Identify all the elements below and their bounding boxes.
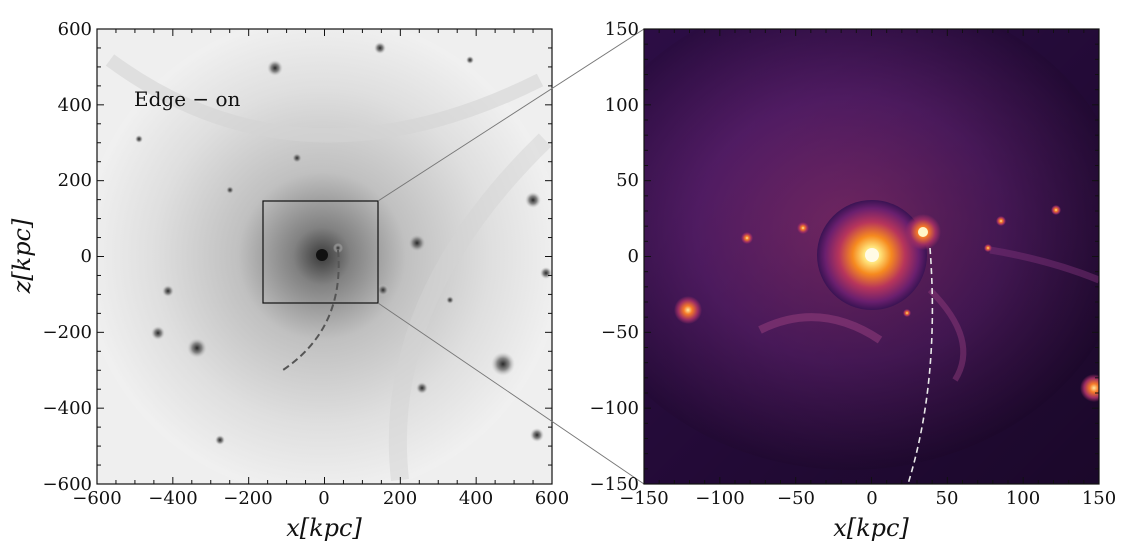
right-y-tick-label: 150 bbox=[605, 19, 639, 40]
right-y-tick-label: 0 bbox=[628, 246, 639, 267]
right-y-tick-label: 100 bbox=[605, 95, 639, 116]
right-x-tick-label: 50 bbox=[936, 488, 959, 509]
left-x-tick-label: 400 bbox=[459, 488, 493, 509]
right-x-tick-label: −150 bbox=[619, 488, 668, 509]
right-central-core bbox=[865, 248, 879, 262]
left-y-tick-label: 200 bbox=[58, 170, 92, 191]
right-y-tick-label: −100 bbox=[590, 398, 639, 419]
right-y-tick-label: −50 bbox=[601, 322, 639, 343]
right-filament bbox=[927, 287, 967, 382]
zoom-region-box bbox=[262, 200, 379, 304]
right-panel-image bbox=[644, 29, 1099, 484]
left-y-tick-labels: 600 400 200 0 −200 −400 −600 bbox=[43, 19, 92, 495]
right-x-tick-label: −100 bbox=[695, 488, 744, 509]
left-y-tick-label: 0 bbox=[81, 246, 92, 267]
right-satellites bbox=[674, 205, 1099, 402]
left-filament bbox=[105, 54, 544, 143]
right-x-tick-label: 0 bbox=[866, 488, 877, 509]
left-filament bbox=[388, 133, 552, 481]
right-x-tick-labels: −150 −100 −50 0 50 100 150 bbox=[619, 488, 1116, 509]
left-x-tick-label: 200 bbox=[383, 488, 417, 509]
zoom-connector-bottom bbox=[377, 302, 645, 485]
left-x-tick-label: 0 bbox=[318, 488, 329, 509]
left-trajectory bbox=[279, 249, 340, 373]
left-x-tick-label: −600 bbox=[72, 488, 121, 509]
right-x-tick-label: 100 bbox=[1006, 488, 1040, 509]
left-y-tick-label: −600 bbox=[43, 474, 92, 495]
right-filament bbox=[758, 313, 883, 344]
left-panel-image bbox=[97, 29, 552, 484]
right-x-axis-label: x[kpc] bbox=[833, 514, 909, 542]
right-x-tick-label: 150 bbox=[1082, 488, 1116, 509]
left-satellites bbox=[135, 42, 552, 445]
right-panel-ticks bbox=[643, 28, 1100, 485]
left-y-tick-label: 600 bbox=[58, 19, 92, 40]
right-trajectory bbox=[907, 247, 934, 484]
left-y-axis-label: z[kpc] bbox=[8, 218, 36, 294]
zoom-connector-top bbox=[377, 28, 645, 202]
right-filament bbox=[989, 246, 1099, 284]
left-x-tick-labels: −600 −400 −200 0 200 400 600 bbox=[72, 488, 569, 509]
left-x-axis-label: x[kpc] bbox=[286, 514, 362, 542]
left-y-tick-label: 400 bbox=[58, 95, 92, 116]
right-y-tick-labels: 150 100 50 0 −50 −100 −150 bbox=[590, 19, 639, 495]
right-y-tick-label: 50 bbox=[616, 170, 639, 191]
right-y-tick-label: −150 bbox=[590, 474, 639, 495]
left-y-tick-label: −400 bbox=[43, 398, 92, 419]
left-y-tick-label: −200 bbox=[43, 322, 92, 343]
left-panel-ticks bbox=[96, 28, 553, 485]
right-companion-core bbox=[918, 227, 928, 237]
left-x-tick-label: −400 bbox=[148, 488, 197, 509]
left-x-tick-label: 600 bbox=[535, 488, 569, 509]
left-x-tick-label: −200 bbox=[223, 488, 272, 509]
panel-annotation: Edge − on bbox=[134, 87, 241, 111]
right-x-tick-label: −50 bbox=[777, 488, 815, 509]
left-central-galaxy bbox=[316, 249, 328, 261]
